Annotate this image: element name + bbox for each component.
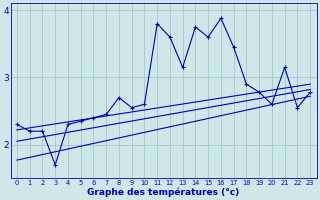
X-axis label: Graphe des températures (°c): Graphe des températures (°c)	[87, 187, 240, 197]
